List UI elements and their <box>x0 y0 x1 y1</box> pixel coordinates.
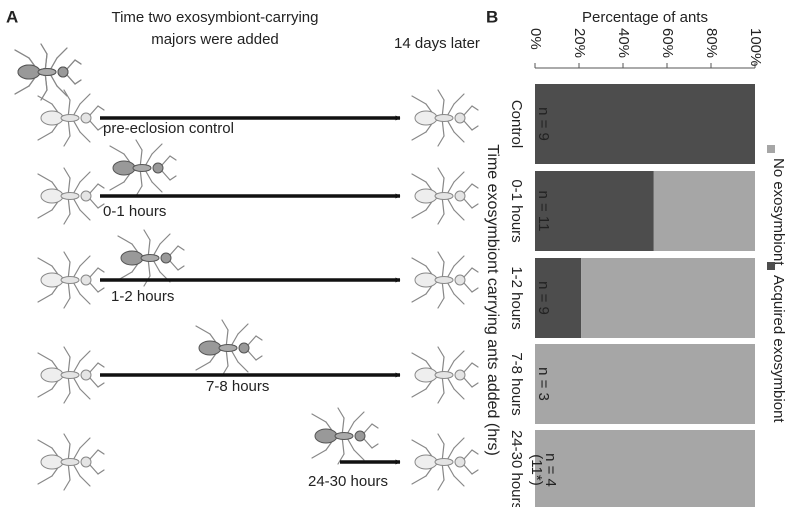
x-axis-title: Percentage of ants <box>582 9 708 26</box>
n-annotation: n = 9 <box>535 281 552 315</box>
panel-b: B Percentage of ants Time exosymbiont ca… <box>484 7 708 455</box>
major-ant <box>118 230 184 286</box>
bar-segment <box>535 258 582 338</box>
panel-label: B <box>486 7 498 26</box>
x-tick-label: 40% <box>615 28 632 58</box>
result-ant <box>412 434 478 490</box>
legend-label: Acquired exosymbiont <box>770 275 786 423</box>
x-tick-label: 80% <box>703 28 720 58</box>
row-label: 7-8 hours <box>206 378 269 395</box>
x-tick-label: 60% <box>659 28 676 58</box>
major-ant <box>110 140 176 196</box>
bar-segment <box>653 171 755 251</box>
receiver-ant <box>38 90 104 146</box>
bar-segment <box>535 171 654 251</box>
n-annotation: n = 4 <box>542 453 559 487</box>
x-tick-label: 0% <box>527 28 544 50</box>
row-label: 0-1 hours <box>103 203 166 220</box>
n-annotation: (11*) <box>528 454 545 485</box>
x-tick-label: 20% <box>571 28 588 58</box>
receiver-ant <box>38 347 104 403</box>
bar-segment <box>535 344 755 424</box>
bar-segment <box>581 258 755 338</box>
category-label: 7-8 hours <box>508 352 525 415</box>
receiver-ant <box>38 168 104 224</box>
end-label: 14 days later <box>394 35 480 52</box>
row-label: 1-2 hours <box>111 288 174 305</box>
bar-segment <box>535 430 755 507</box>
category-label: 1-2 hours <box>508 266 525 329</box>
major-ant <box>196 320 262 376</box>
y-axis-title: Time exosymbiont carrying ants added (hr… <box>484 144 501 456</box>
legend-label: No exosymbiont <box>770 158 786 266</box>
title-line: Time two exosymbiont-carrying <box>111 9 318 26</box>
major-ant <box>312 408 378 464</box>
panel-label: A <box>6 7 18 26</box>
result-ant <box>412 252 478 308</box>
title-line: majors were added <box>151 31 279 48</box>
major-ant <box>15 44 81 100</box>
legend-swatch <box>767 145 775 153</box>
x-tick-label: 100% <box>747 28 764 66</box>
legend-swatch <box>767 262 775 270</box>
bar-segment <box>535 84 755 164</box>
n-annotation: n = 11 <box>535 190 552 231</box>
receiver-ant <box>38 252 104 308</box>
category-label: Control <box>508 100 525 148</box>
receiver-ant <box>38 434 104 490</box>
panel-a: A Time two exosymbiont-carrying majors w… <box>6 7 480 51</box>
category-label: 0-1 hours <box>508 179 525 242</box>
result-ant <box>412 347 478 403</box>
n-annotation: n = 3 <box>535 367 552 401</box>
row-label: 24-30 hours <box>308 473 388 490</box>
result-ant <box>412 168 478 224</box>
category-label: 24-30 hours <box>508 430 525 507</box>
result-ant <box>412 90 478 146</box>
n-annotation: n = 9 <box>535 107 552 141</box>
row-label: pre-eclosion control <box>103 120 234 137</box>
